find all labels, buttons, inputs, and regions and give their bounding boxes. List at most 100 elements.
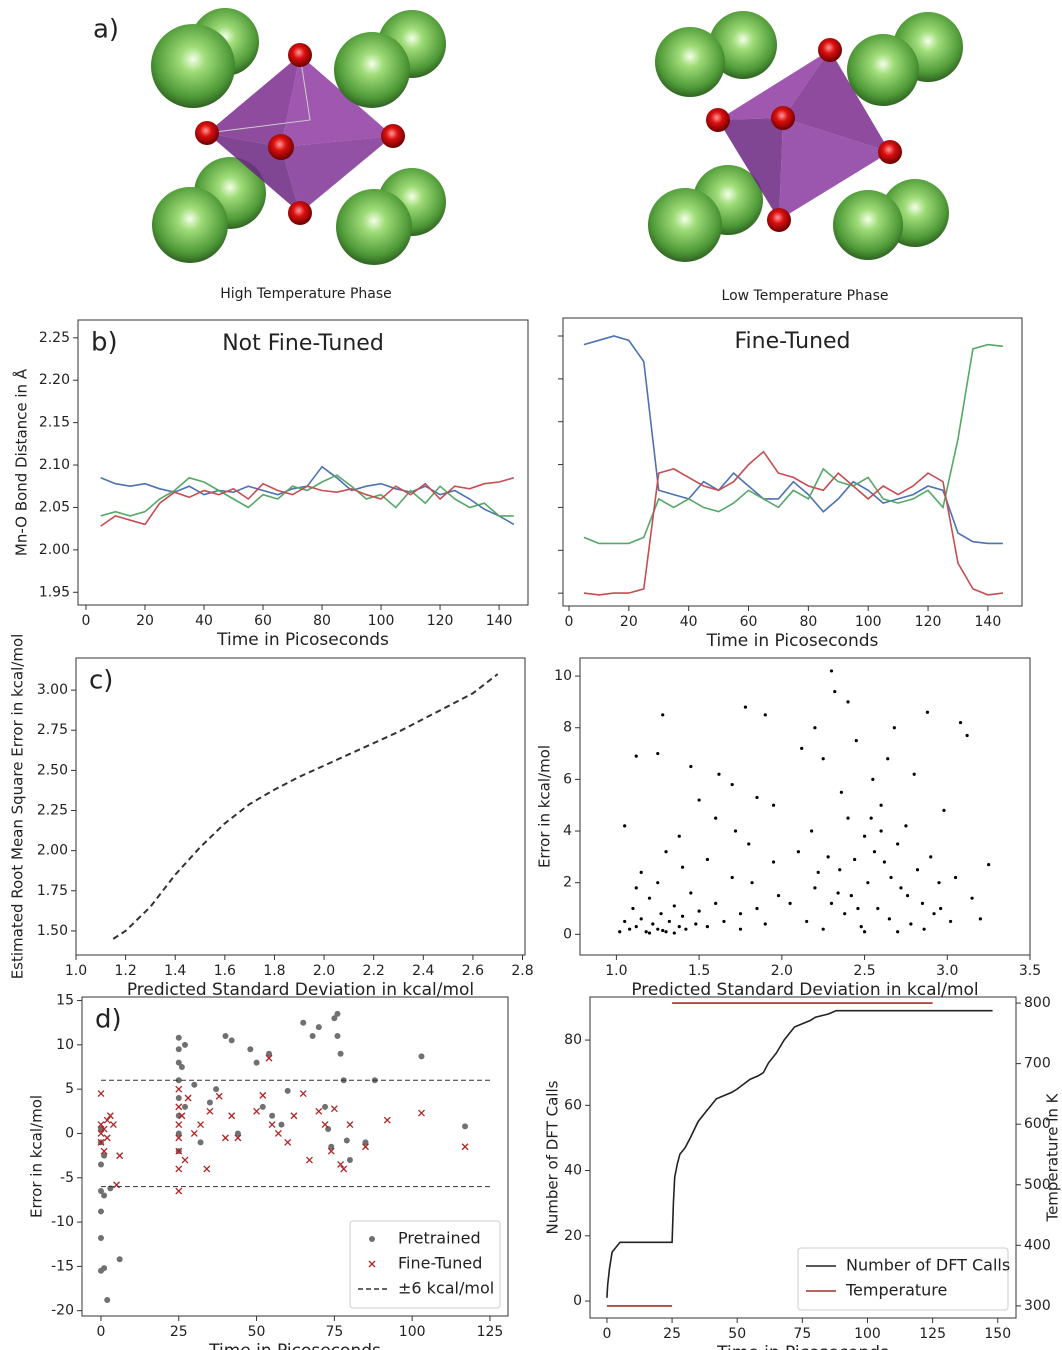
point bbox=[896, 930, 900, 934]
point bbox=[829, 901, 834, 905]
point bbox=[103, 1116, 111, 1124]
y-tick-label: 2.00 bbox=[37, 843, 68, 859]
point bbox=[97, 1208, 104, 1215]
point bbox=[175, 1059, 182, 1066]
point bbox=[677, 924, 681, 929]
point bbox=[866, 881, 870, 885]
point bbox=[697, 798, 701, 802]
y-tick-label: 0 bbox=[65, 1125, 74, 1141]
point bbox=[101, 1152, 108, 1159]
point bbox=[175, 1112, 182, 1119]
point bbox=[929, 855, 933, 859]
point bbox=[299, 1090, 307, 1098]
point bbox=[833, 689, 837, 694]
point bbox=[879, 829, 883, 833]
point bbox=[958, 720, 963, 725]
point bbox=[306, 1156, 313, 1164]
point bbox=[846, 700, 850, 704]
legend-label: Pretrained bbox=[398, 1229, 481, 1248]
y-tick-label: 2.10 bbox=[39, 457, 70, 473]
point bbox=[101, 1192, 108, 1199]
point bbox=[978, 917, 982, 921]
y2-tick-label: 700 bbox=[1024, 1056, 1051, 1072]
point bbox=[97, 1138, 105, 1146]
point bbox=[912, 772, 916, 776]
point bbox=[889, 875, 893, 880]
point bbox=[932, 912, 936, 916]
point bbox=[213, 1086, 220, 1093]
y-tick-label: -5 bbox=[60, 1170, 74, 1186]
x-tick-label: 3.5 bbox=[1019, 963, 1041, 979]
point bbox=[178, 1112, 186, 1120]
point bbox=[826, 855, 830, 859]
point bbox=[755, 795, 759, 800]
point bbox=[849, 894, 853, 898]
y2-tick-label: 600 bbox=[1024, 1116, 1051, 1132]
point bbox=[628, 927, 632, 931]
point bbox=[175, 1034, 182, 1041]
point bbox=[346, 1157, 353, 1164]
y-tick-label: 2.25 bbox=[37, 803, 68, 819]
x-tick-label: 1.0 bbox=[605, 963, 627, 979]
y-tick-label: 60 bbox=[564, 1097, 582, 1113]
point bbox=[747, 842, 751, 846]
y-tick-label: 5 bbox=[65, 1081, 74, 1097]
point bbox=[337, 1050, 344, 1057]
point bbox=[97, 1188, 104, 1195]
structure-high bbox=[151, 8, 446, 265]
point bbox=[843, 912, 847, 916]
point bbox=[689, 891, 693, 895]
y-tick-label: 40 bbox=[564, 1163, 582, 1179]
point bbox=[664, 930, 668, 934]
x-tick-label: 100 bbox=[854, 1326, 881, 1342]
y-tick-label: 2.05 bbox=[39, 499, 70, 515]
point bbox=[290, 1112, 298, 1120]
y-axis-label: Error in kcal/mol bbox=[28, 1095, 46, 1218]
y2-tick-label: 500 bbox=[1024, 1177, 1051, 1193]
point bbox=[184, 1094, 192, 1102]
point bbox=[887, 917, 891, 921]
x-tick-label: 1.6 bbox=[214, 963, 236, 979]
point bbox=[871, 777, 875, 781]
point bbox=[197, 1121, 205, 1129]
x-tick-label: 60 bbox=[254, 613, 272, 629]
point bbox=[362, 1143, 369, 1151]
point bbox=[846, 816, 850, 820]
y2-tick-label: 300 bbox=[1024, 1298, 1051, 1314]
x-tick-label: 20 bbox=[620, 614, 638, 630]
legend-label: ±6 kcal/mol bbox=[398, 1279, 494, 1298]
point bbox=[321, 1121, 329, 1129]
point bbox=[816, 870, 820, 874]
point bbox=[909, 922, 913, 926]
point bbox=[634, 754, 638, 758]
plot-frame bbox=[77, 319, 529, 606]
point bbox=[680, 865, 685, 869]
x-tick-label: 140 bbox=[975, 614, 1002, 630]
y2-axis-label: Temperature in K bbox=[1044, 1092, 1062, 1222]
point bbox=[340, 1165, 348, 1173]
x-tick-label: 1.4 bbox=[164, 963, 186, 979]
x-tick-label: 3.0 bbox=[936, 963, 958, 979]
y-tick-label: -10 bbox=[51, 1214, 74, 1230]
point bbox=[634, 924, 638, 929]
point bbox=[763, 922, 767, 926]
point bbox=[836, 891, 840, 895]
point bbox=[750, 881, 754, 885]
point bbox=[109, 1121, 117, 1129]
x-tick-label: 0 bbox=[565, 614, 574, 630]
x-tick-label: 150 bbox=[984, 1326, 1011, 1342]
legend-label: Number of DFT Calls bbox=[846, 1256, 1010, 1275]
chart-title: Fine-Tuned bbox=[734, 329, 850, 354]
point bbox=[197, 1139, 204, 1146]
point bbox=[101, 1265, 108, 1272]
point bbox=[228, 1037, 235, 1044]
point bbox=[334, 1010, 341, 1017]
x-tick-label: 120 bbox=[427, 613, 454, 629]
y-tick-label: 2.75 bbox=[37, 722, 68, 738]
y-tick-label: 2.25 bbox=[39, 330, 70, 346]
point bbox=[100, 1125, 108, 1133]
point bbox=[821, 927, 825, 931]
point bbox=[697, 909, 701, 913]
y-axis-label: Error in kcal/mol bbox=[536, 745, 554, 868]
point bbox=[97, 1121, 105, 1129]
